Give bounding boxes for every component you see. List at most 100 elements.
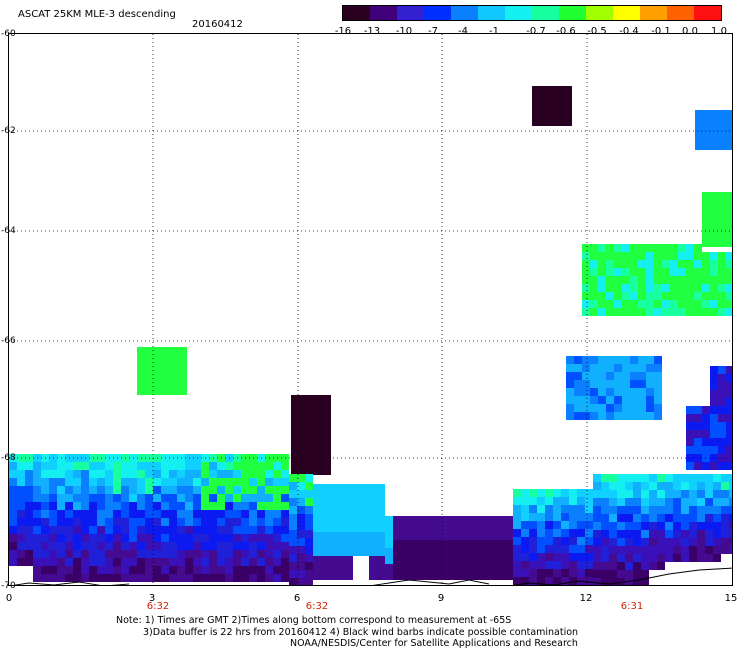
data-cell — [646, 364, 654, 372]
data-cell — [689, 554, 697, 562]
data-cell — [233, 486, 241, 494]
data-cell — [393, 516, 401, 524]
data-cell — [217, 502, 225, 510]
data-cell — [641, 554, 649, 562]
data-cell — [329, 540, 337, 548]
data-cell — [81, 502, 89, 510]
data-cell — [614, 364, 622, 372]
data-cell — [702, 260, 710, 268]
data-cell — [161, 470, 169, 478]
data-cell — [193, 558, 201, 566]
data-cell — [57, 566, 65, 574]
data-cell — [641, 530, 649, 538]
data-cell — [697, 514, 705, 522]
data-cell — [457, 532, 465, 540]
data-cell — [718, 390, 726, 398]
color-scale-label: -7 — [428, 26, 438, 37]
data-cell — [718, 398, 726, 406]
data-cell — [217, 558, 225, 566]
pass-time-label: 6:32 — [146, 601, 170, 612]
data-cell — [606, 356, 614, 364]
data-cell — [441, 540, 449, 548]
data-cell — [590, 244, 598, 252]
data-cell — [617, 522, 625, 530]
data-cell — [441, 524, 449, 532]
data-cell — [193, 518, 201, 526]
data-cell — [670, 308, 678, 316]
data-cell — [89, 574, 97, 582]
data-cell — [593, 506, 601, 514]
data-cell — [497, 556, 505, 564]
data-cell — [153, 534, 161, 542]
data-cell — [337, 492, 345, 500]
data-cell — [137, 470, 145, 478]
data-cell — [41, 550, 49, 558]
data-cell — [646, 284, 654, 292]
data-cell — [513, 545, 521, 553]
data-cell — [401, 564, 409, 572]
data-cell — [710, 406, 718, 414]
data-cell — [489, 524, 497, 532]
data-cell — [145, 518, 153, 526]
data-cell — [313, 484, 321, 492]
data-cell — [566, 380, 574, 388]
data-cell — [193, 478, 201, 486]
data-cell — [561, 489, 569, 497]
data-cell — [646, 372, 654, 380]
data-cell — [665, 522, 673, 530]
data-cell — [633, 562, 641, 570]
data-cell — [185, 550, 193, 558]
data-cell — [97, 462, 105, 470]
data-cell — [185, 542, 193, 550]
data-cell — [121, 502, 129, 510]
data-cell — [153, 574, 161, 582]
data-cell — [89, 486, 97, 494]
data-cell — [161, 518, 169, 526]
data-cell — [321, 492, 329, 500]
data-cell — [561, 561, 569, 569]
data-cell — [297, 538, 305, 546]
data-cell — [41, 534, 49, 542]
data-cell — [686, 252, 694, 260]
data-cell — [49, 574, 57, 582]
data-cell — [649, 530, 657, 538]
data-cell — [233, 502, 241, 510]
data-cell — [577, 537, 585, 545]
data-cell — [9, 558, 17, 566]
data-cell — [129, 534, 137, 542]
data-cell — [585, 561, 593, 569]
data-cell — [209, 550, 217, 558]
data-cell — [689, 530, 697, 538]
data-cell — [65, 478, 73, 486]
data-cell — [425, 556, 433, 564]
data-cell — [638, 252, 646, 260]
data-cell — [633, 578, 641, 585]
data-cell — [553, 489, 561, 497]
latitude-label: -64 — [1, 226, 16, 236]
data-cell — [305, 538, 313, 546]
longitude-label: 15 — [724, 593, 738, 604]
data-cell — [345, 492, 353, 500]
data-cell — [249, 550, 257, 558]
data-cell — [625, 474, 633, 482]
note-line-2: 3)Data buffer is 22 hrs from 20160412 4)… — [143, 627, 579, 638]
data-cell — [657, 506, 665, 514]
data-cell — [641, 514, 649, 522]
data-cell — [622, 300, 630, 308]
data-cell — [345, 508, 353, 516]
data-cell — [606, 284, 614, 292]
data-cell — [9, 542, 17, 550]
data-cell — [481, 564, 489, 572]
data-cell — [81, 478, 89, 486]
data-cell — [633, 546, 641, 554]
data-cell — [622, 276, 630, 284]
data-cell — [145, 502, 153, 510]
data-cell — [297, 530, 305, 538]
data-cell — [710, 374, 718, 382]
data-cell — [25, 518, 33, 526]
data-cell — [457, 516, 465, 524]
data-cell — [17, 534, 25, 542]
data-cell — [654, 372, 662, 380]
data-cell — [649, 514, 657, 522]
data-cell — [673, 546, 681, 554]
